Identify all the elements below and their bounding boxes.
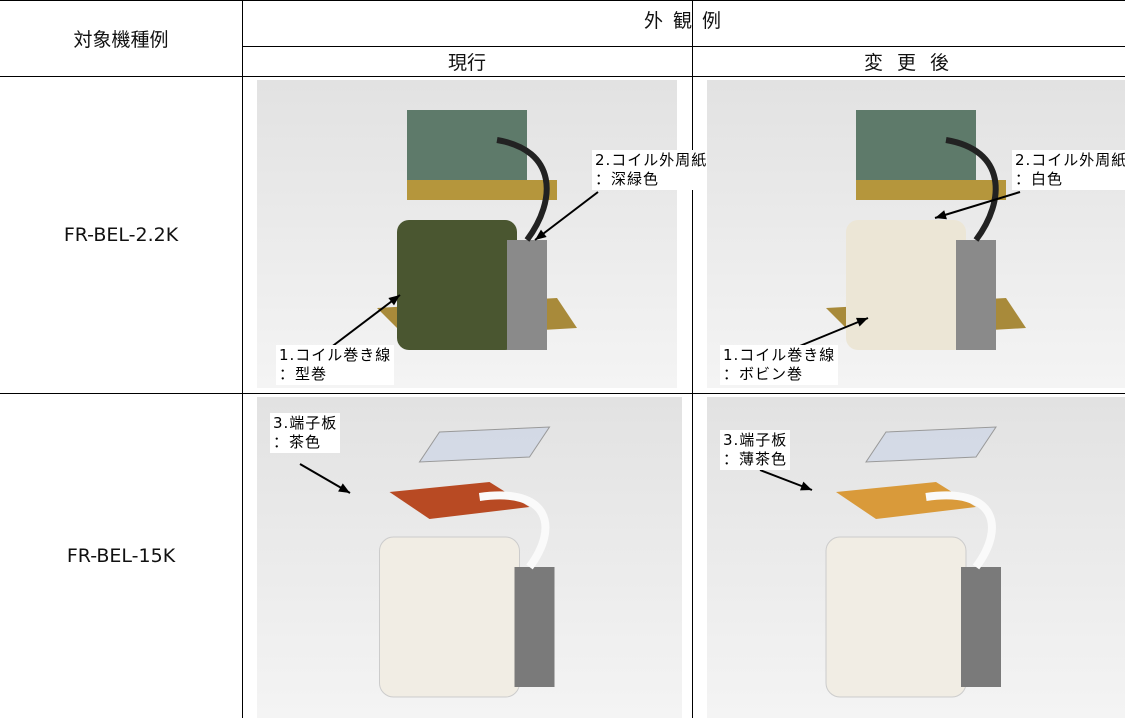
annotation: 2.コイル外周紙 ：白色 — [1012, 150, 1125, 190]
border — [0, 393, 1125, 394]
header-current: 現行 — [447, 52, 486, 74]
border — [0, 76, 1125, 77]
annotation: 1.コイル巻き線 ：ボビン巻 — [720, 345, 839, 385]
annotation: 2.コイル外周紙 ：深緑色 — [592, 150, 711, 190]
arrow-head — [856, 317, 868, 327]
header-changed: 変 更 後 — [863, 52, 954, 74]
model: FR-BEL-2.2K — [63, 223, 179, 246]
annotation-line: 2.コイル外周紙 — [1015, 151, 1125, 169]
annotation-line: 1.コイル巻き線 — [723, 346, 836, 364]
photo — [257, 397, 682, 718]
wire — [478, 491, 550, 570]
arrow-head — [935, 210, 947, 220]
arrow — [329, 294, 401, 349]
photo — [707, 80, 1125, 388]
annotation-line: 2.コイル外周紙 — [595, 151, 708, 169]
border — [242, 0, 243, 718]
arrow — [934, 191, 1021, 219]
cover — [418, 426, 551, 463]
annotation-line: 3.端子板 — [273, 414, 338, 432]
border — [242, 46, 1125, 47]
annotation: 3.端子板 ：薄茶色 — [720, 430, 791, 470]
core — [961, 567, 1001, 687]
annotation-line: ：白色 — [1015, 170, 1064, 188]
arrow-head — [338, 483, 350, 493]
annotation-line: ：薄茶色 — [723, 450, 788, 468]
arrow — [534, 191, 599, 241]
annotation-line: ：茶色 — [273, 433, 322, 451]
coil — [397, 220, 517, 350]
annotation-line: ：ボビン巻 — [723, 365, 804, 383]
terminal-plate — [836, 482, 976, 519]
wire — [945, 137, 999, 242]
annotation-line: 3.端子板 — [723, 431, 788, 449]
arrow-head — [800, 481, 812, 491]
terminal-plate — [389, 482, 530, 519]
bracket — [407, 180, 557, 200]
annotation-line: ：型巻 — [279, 365, 328, 383]
border — [692, 0, 693, 718]
coil — [846, 220, 966, 350]
annotation: 3.端子板 ：茶色 — [270, 413, 341, 453]
annotation-line: 1.コイル巻き線 — [279, 346, 392, 364]
arrow-head — [388, 295, 400, 306]
wire — [496, 137, 550, 242]
cover — [865, 426, 997, 463]
annotation-line: ：深緑色 — [595, 170, 660, 188]
core — [956, 240, 996, 350]
header-model: 対象機種例 — [73, 28, 169, 51]
model: FR-BEL-15K — [66, 544, 176, 567]
core — [514, 567, 555, 687]
arrow — [789, 317, 869, 351]
annotation: 1.コイル巻き線 ：型巻 — [276, 345, 395, 385]
core — [507, 240, 547, 350]
border — [0, 0, 1125, 1]
photo — [257, 80, 677, 388]
header-appearance: 外 観 例 — [643, 9, 724, 32]
wire — [925, 491, 996, 570]
bracket — [856, 180, 1006, 200]
arrow-head — [535, 229, 547, 240]
